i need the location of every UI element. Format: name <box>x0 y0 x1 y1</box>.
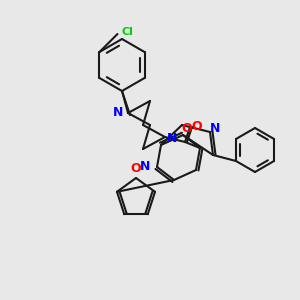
Text: N: N <box>167 133 177 146</box>
Text: Cl: Cl <box>122 27 134 37</box>
Text: N: N <box>210 122 220 136</box>
Text: O: O <box>182 122 192 134</box>
Text: N: N <box>112 106 123 119</box>
Text: O: O <box>131 162 141 175</box>
Text: O: O <box>192 121 202 134</box>
Text: N: N <box>140 160 150 173</box>
